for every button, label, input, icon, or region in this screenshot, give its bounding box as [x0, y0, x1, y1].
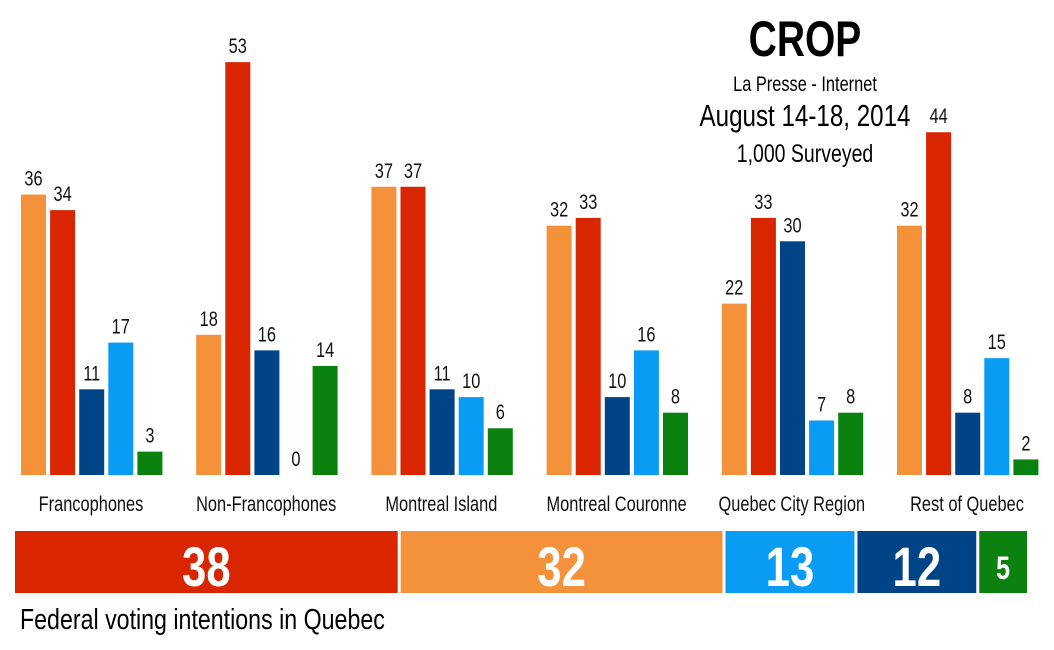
bar-value-label: 11: [83, 361, 100, 384]
bar-value-label: 30: [783, 213, 801, 236]
bar-value-label: 8: [671, 385, 680, 408]
date-label: August 14-18, 2014: [700, 98, 911, 133]
bar: [21, 194, 46, 475]
bar: [312, 365, 338, 475]
stacked-segment: [725, 531, 855, 593]
bar-value-label: 8: [846, 385, 855, 408]
bar: [926, 132, 952, 476]
bar: [1013, 459, 1039, 475]
bar: [663, 412, 688, 475]
bar: [897, 225, 922, 475]
bar-value-label: 32: [900, 198, 918, 221]
bar: [79, 389, 105, 475]
bar-value-label: 16: [637, 322, 655, 345]
header-block: CROP La Presse - Internet August 14-18, …: [700, 10, 911, 167]
bar: [487, 428, 513, 475]
bar-value-label: 33: [754, 190, 772, 213]
source-label: La Presse - Internet: [733, 72, 877, 95]
category-label: Quebec City Region: [719, 492, 866, 515]
bar-value-label: 22: [725, 276, 743, 299]
bar: [371, 186, 397, 475]
bar-value-label: 15: [988, 330, 1006, 353]
bar: [750, 217, 776, 475]
bar-value-label: 33: [579, 190, 597, 213]
bar-value-label: 14: [316, 338, 334, 361]
bar: [633, 350, 659, 475]
category-label: Montreal Couronne: [547, 492, 687, 515]
footer-title: Federal voting intentions in Quebec: [20, 602, 385, 635]
bar-value-label: 36: [24, 167, 42, 190]
stacked-segment: [400, 531, 723, 593]
bar: [50, 210, 76, 475]
stacked-segment: [979, 531, 1027, 593]
bar: [604, 397, 630, 475]
overall-stacked-bar: 38 32 13 12 5: [15, 531, 1027, 598]
bar-value-label: 32: [550, 198, 568, 221]
bar-value-label: 18: [200, 307, 218, 330]
bar: [809, 420, 835, 475]
stacked-segment-label: 32: [537, 536, 586, 598]
bar-value-label: 7: [817, 393, 826, 416]
bar: [838, 412, 864, 475]
stacked-segment-label: 12: [893, 536, 942, 598]
bar: [955, 412, 981, 475]
bar-value-label: 3: [145, 424, 154, 447]
stacked-segment-label: 5: [996, 551, 1010, 587]
bar-value-label: 0: [291, 447, 300, 470]
bar: [400, 186, 426, 475]
bar-value-label: 37: [404, 159, 422, 182]
bar-value-label: 17: [112, 315, 130, 338]
bar: [984, 358, 1010, 475]
bar-value-label: 16: [258, 322, 276, 345]
category-label: Francophones: [39, 492, 144, 515]
bar: [225, 62, 251, 475]
bar: [721, 303, 747, 475]
stacked-segment-label: 38: [182, 536, 231, 598]
bar-value-label: 53: [229, 34, 247, 57]
bar-value-label: 10: [462, 369, 480, 392]
pollster-title: CROP: [749, 10, 862, 67]
category-label: Rest of Quebec: [910, 492, 1024, 515]
bar-value-label: 34: [53, 182, 71, 205]
category-labels: Francophones Non-Francophones Montreal Isl…: [39, 492, 1024, 515]
bar-value-label: 11: [434, 361, 451, 384]
bar: [429, 389, 455, 475]
bar-value-label: 2: [1021, 431, 1030, 454]
bar: [254, 350, 280, 475]
category-label: Non-Francophones: [196, 492, 336, 515]
bar-value-label: 8: [963, 385, 972, 408]
grouped-bars: 36 34 11 17 3 18 53 16 0 14 37 37 11 10 6 32 33 10 16 8 22 33…: [21, 34, 1039, 476]
bar: [108, 342, 134, 475]
bar: [546, 225, 572, 475]
stacked-segment: [857, 531, 977, 593]
bar-value-label: 37: [375, 159, 393, 182]
bar-value-label: 6: [496, 400, 505, 423]
bar: [196, 334, 222, 475]
stacked-segment: [15, 531, 398, 593]
bar: [575, 217, 601, 475]
bar-value-label: 10: [608, 369, 626, 392]
bar-value-label: 44: [929, 104, 947, 127]
bar: [458, 397, 484, 475]
category-label: Montreal Island: [385, 492, 497, 515]
sample-label: 1,000 Surveyed: [737, 140, 874, 168]
bar: [137, 451, 163, 475]
bar: [780, 241, 805, 475]
stacked-segment-label: 13: [766, 536, 815, 598]
